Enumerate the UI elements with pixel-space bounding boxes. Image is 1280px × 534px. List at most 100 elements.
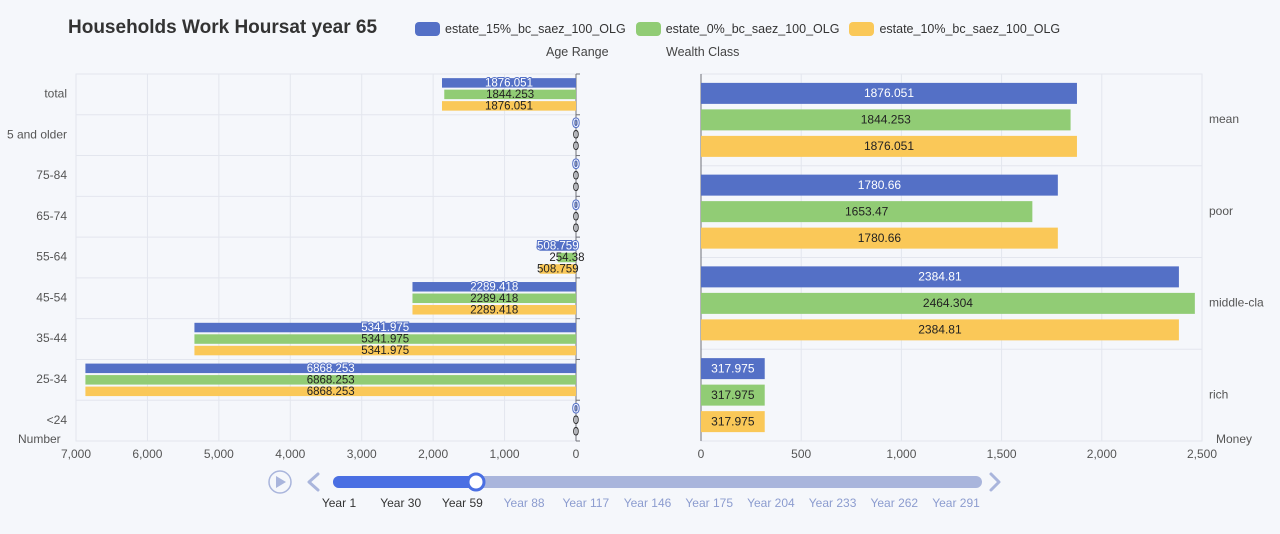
timeline-label: Year 88	[504, 496, 545, 510]
left-bar-value-label: 2289.418	[470, 304, 518, 316]
right-category-label: mean	[1209, 112, 1239, 126]
right-bar-value-label: 317.975	[711, 414, 755, 428]
timeline-label: Year 262	[870, 496, 918, 510]
left-bar[interactable]	[557, 252, 576, 263]
left-category-label: 65-74	[36, 209, 67, 223]
legend-item-estate-0[interactable]: estate_0%_bc_saez_100_OLG	[635, 22, 840, 36]
timeline-label: Year 117	[562, 496, 609, 510]
right-bar[interactable]	[701, 109, 1071, 131]
right-category-label: middle-cla	[1209, 296, 1264, 310]
legend-swatch	[635, 22, 661, 36]
left-bar-value-label: 254.38	[549, 252, 584, 264]
right-bar-value-label: 317.975	[711, 388, 755, 402]
right-bar[interactable]	[701, 227, 1058, 249]
timeline-handle[interactable]	[466, 472, 486, 492]
right-bar-value-label: 2464.304	[923, 296, 973, 310]
right-x-tick-label: 1,500	[987, 447, 1017, 461]
left-bar-value-label: 0	[573, 130, 579, 142]
left-category-label: 55-64	[36, 250, 67, 264]
right-bar-value-label: 1876.051	[864, 139, 914, 153]
left-category-label: 45-54	[36, 290, 67, 304]
left-bar-value-label: 0	[573, 200, 579, 212]
left-bar-value-label: 5341.975	[361, 345, 409, 357]
left-category-label: 75-84	[36, 168, 67, 182]
left-bar[interactable]	[85, 375, 577, 385]
left-bar-value-label: 0	[573, 118, 579, 130]
left-x-tick-label: 1,000	[490, 447, 520, 461]
left-bar[interactable]	[441, 78, 576, 88]
left-bar[interactable]	[441, 101, 576, 111]
left-bar-value-label: 0	[573, 182, 579, 194]
play-icon[interactable]	[268, 470, 292, 494]
right-bar[interactable]	[701, 135, 1077, 157]
right-x-tick-label: 500	[791, 447, 811, 461]
left-x-tick-label: 7,000	[61, 447, 91, 461]
left-bar-value-label: 508.759	[537, 264, 579, 276]
left-bar-value-label: 6868.253	[307, 363, 355, 375]
legend-item-estate-10[interactable]: estate_10%_bc_saez_100_OLG	[849, 22, 1060, 36]
right-bar-value-label: 1780.66	[858, 231, 902, 245]
right-bar-value-label: 317.975	[711, 361, 755, 375]
timeline-label: Year 204	[747, 496, 795, 510]
right-bar-value-label: 1653.47	[845, 204, 889, 218]
left-bar[interactable]	[412, 293, 576, 304]
chevron-right-icon[interactable]	[989, 472, 1001, 492]
left-bar-value-label: 0	[573, 404, 579, 416]
left-bar-value-label: 0	[573, 415, 579, 427]
timeline-label: Year 30	[380, 496, 421, 510]
left-bar[interactable]	[539, 264, 576, 274]
right-category-label: poor	[1209, 204, 1233, 218]
left-category-label: 5 and older	[7, 127, 67, 141]
left-bar[interactable]	[194, 322, 576, 333]
left-x-tick-label: 6,000	[132, 447, 162, 461]
legend-swatch	[415, 22, 440, 36]
right-bar[interactable]	[701, 358, 765, 380]
timeline-label: Year 1	[322, 496, 357, 510]
right-bar[interactable]	[701, 384, 765, 406]
left-bar[interactable]	[194, 334, 576, 344]
left-category-label: total	[44, 87, 67, 101]
timeline-label: Year 146	[624, 496, 672, 510]
left-bar[interactable]	[194, 345, 576, 356]
timeline-track[interactable]	[333, 476, 982, 488]
left-panel-subtitle: Age Range	[546, 45, 609, 59]
left-bar-value-label: 5341.975	[361, 334, 409, 346]
left-bar[interactable]	[539, 241, 576, 251]
left-bar-value-label: 5341.975	[361, 322, 409, 334]
left-bar[interactable]	[85, 363, 577, 374]
right-bar[interactable]	[701, 411, 765, 433]
left-category-label: <24	[47, 413, 68, 427]
left-bar[interactable]	[412, 305, 576, 315]
legend-label: estate_0%_bc_saez_100_OLG	[665, 22, 840, 36]
chevron-left-icon[interactable]	[307, 472, 320, 492]
left-x-tick-label: 2,000	[418, 447, 448, 461]
left-x-tick-label: 0	[573, 447, 580, 461]
legend-swatch	[849, 22, 875, 36]
left-bar-value-label: 0	[573, 159, 579, 171]
left-bar-value-label: 508.759	[537, 241, 579, 253]
right-bar[interactable]	[701, 82, 1077, 104]
right-bar[interactable]	[701, 292, 1195, 314]
right-bar[interactable]	[701, 266, 1179, 288]
left-bar-value-label: 1876.051	[485, 77, 533, 89]
right-bar-value-label: 2384.81	[918, 323, 962, 337]
left-bar-value-label: 0	[573, 170, 579, 182]
left-bar[interactable]	[444, 89, 576, 100]
right-x-tick-label: 2,500	[1187, 447, 1217, 461]
right-bar-value-label: 1876.051	[864, 86, 914, 100]
left-bar[interactable]	[85, 386, 577, 397]
right-bar[interactable]	[701, 174, 1058, 196]
legend-item-estate-15[interactable]: estate_15%_bc_saez_100_OLG	[415, 22, 626, 36]
left-x-axis-label: Number	[18, 432, 61, 446]
right-panel-subtitle: Wealth Class	[666, 45, 740, 59]
chart-title: Households Work Hoursat year 65	[68, 17, 378, 38]
right-bar[interactable]	[701, 319, 1179, 341]
right-bar-value-label: 1780.66	[858, 178, 902, 192]
left-bar-value-label: 2289.418	[470, 281, 518, 293]
left-bar[interactable]	[412, 282, 576, 292]
timeline-label: Year 233	[809, 496, 857, 510]
timeline-label: Year 175	[685, 496, 733, 510]
right-bar[interactable]	[701, 201, 1033, 223]
